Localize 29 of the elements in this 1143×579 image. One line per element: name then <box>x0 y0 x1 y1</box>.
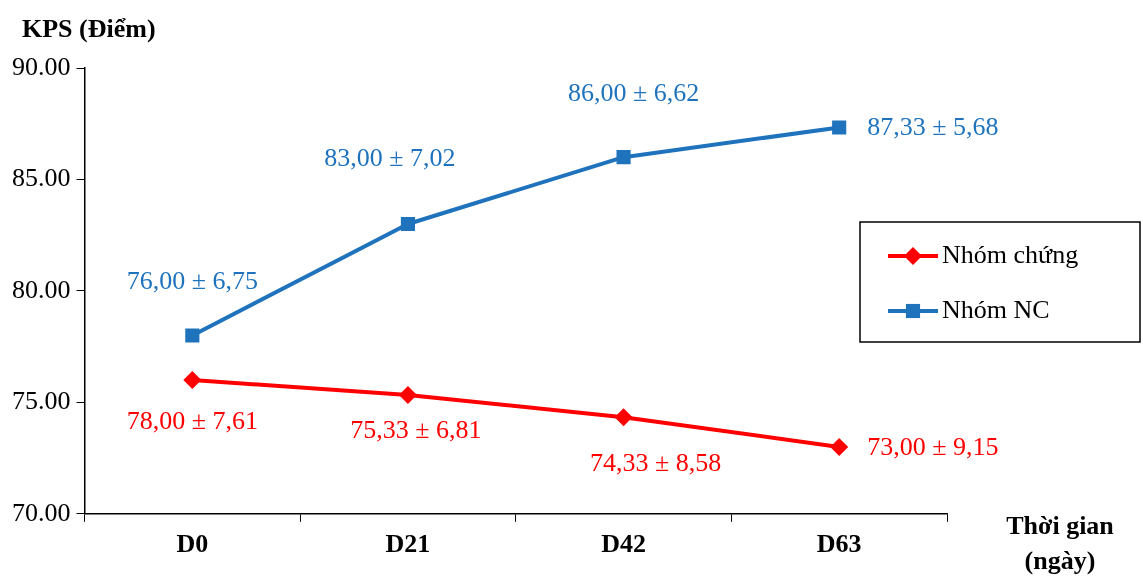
legend-label: Nhóm NC <box>942 294 1050 324</box>
y-tick-label: 85.00 <box>12 163 71 193</box>
y-axis-title: KPS (Điểm) <box>22 13 156 43</box>
x-tick-label: D0 <box>176 529 209 559</box>
y-tick-label: 80.00 <box>12 274 71 304</box>
point <box>398 385 417 404</box>
x-tick-label: D42 <box>601 529 646 559</box>
annotation: 78,00 ± 7,61 <box>126 405 258 435</box>
point <box>614 408 633 427</box>
annotation: 73,00 ± 9,15 <box>867 431 999 461</box>
y-tick-label: 90.00 <box>12 51 71 81</box>
point <box>183 371 202 390</box>
legend-label: Nhóm chứng <box>942 239 1079 269</box>
point <box>832 120 847 135</box>
x-axis-title: Thời gian (ngày) <box>1006 510 1115 575</box>
point <box>400 216 416 232</box>
x-tick-label: D63 <box>816 529 862 559</box>
y-tick-label: 70.00 <box>12 497 71 527</box>
annotation: 86,00 ± 6,62 <box>567 77 700 107</box>
annotation: 87,33 ± 5,68 <box>867 112 999 142</box>
point <box>830 437 849 456</box>
annotation: 74,33 ± 8,58 <box>589 448 722 478</box>
point <box>616 150 631 165</box>
annotation: 75,33 ± 6,81 <box>350 414 482 444</box>
point <box>185 328 200 343</box>
y-tick-label: 75.00 <box>12 386 71 416</box>
x-tick-label: D21 <box>385 529 431 559</box>
annotation: 76,00 ± 6,75 <box>126 266 258 296</box>
annotation: 83,00 ± 7,02 <box>324 142 456 172</box>
